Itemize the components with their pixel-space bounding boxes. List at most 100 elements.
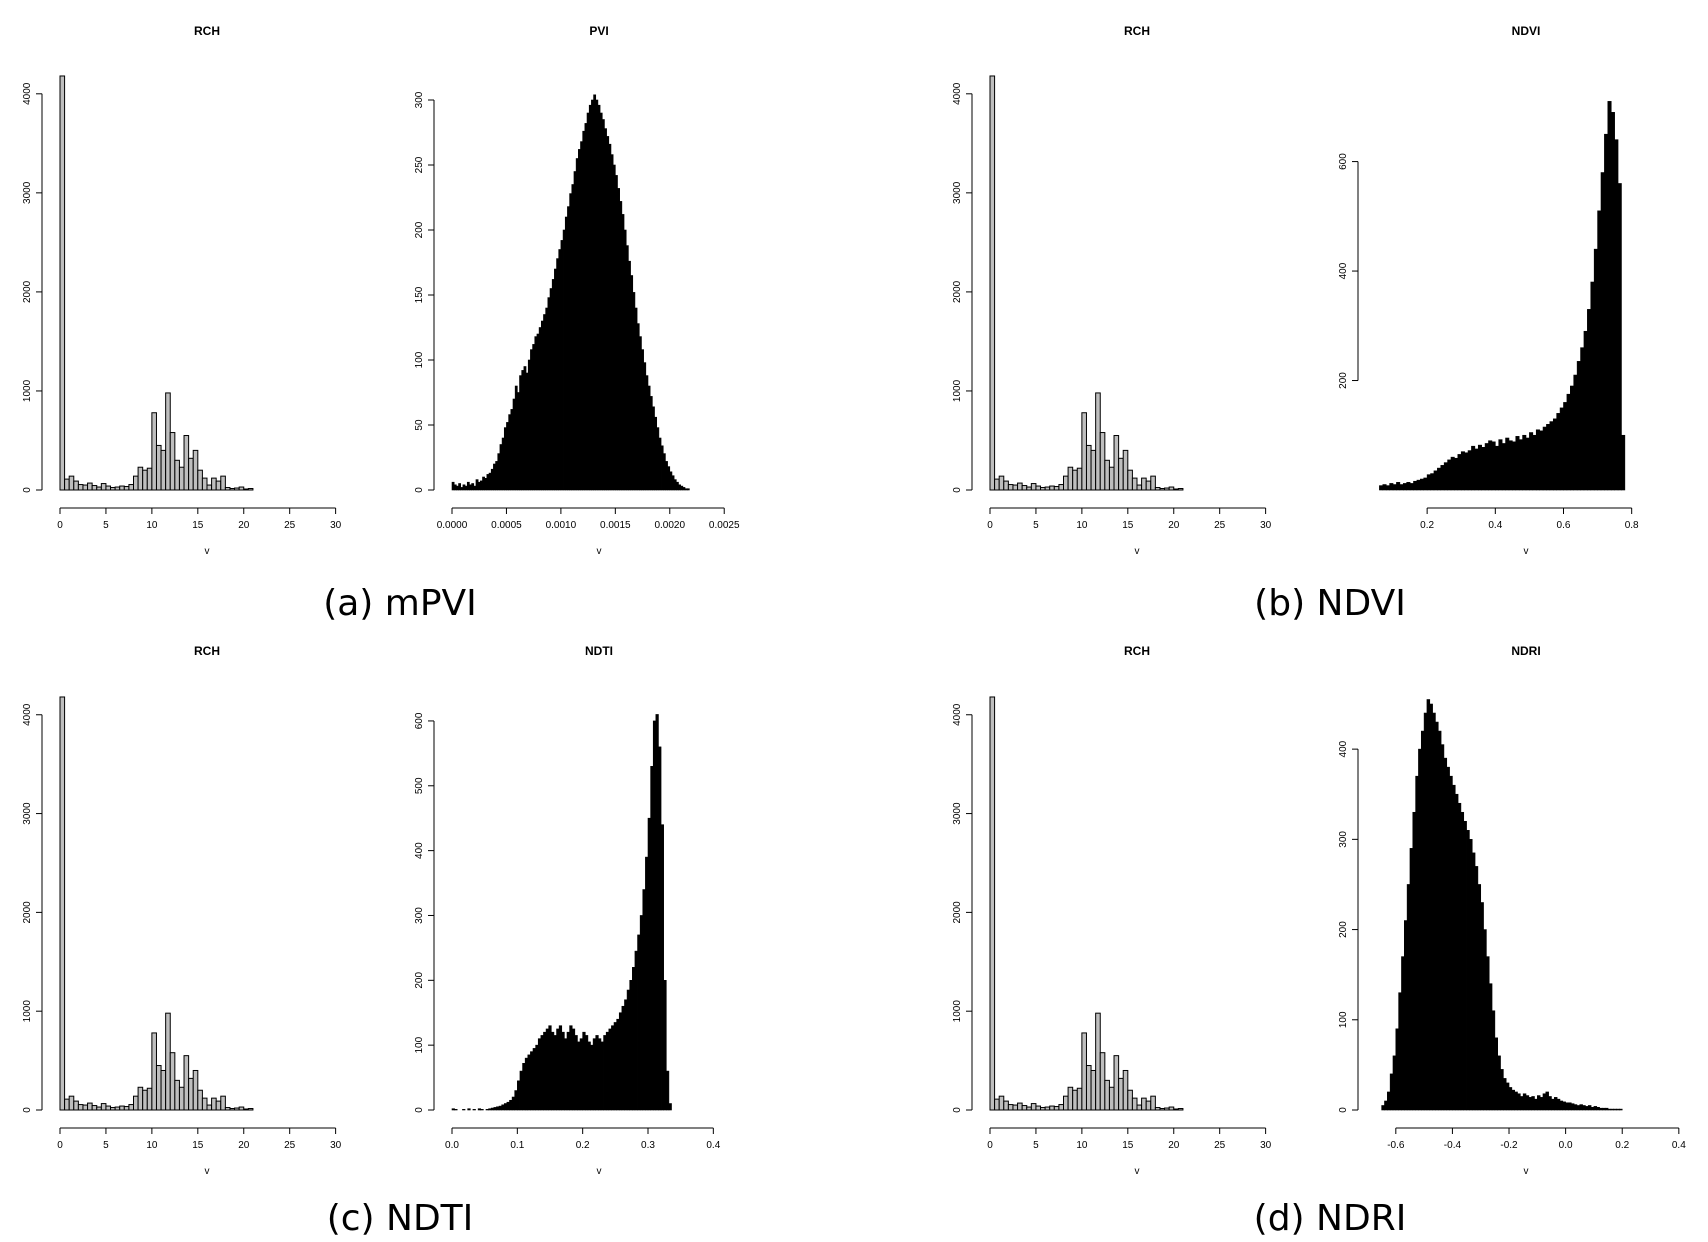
histogram-bar	[1483, 929, 1487, 1111]
y-tick-label: 200	[414, 972, 425, 989]
histogram-bar	[1494, 1037, 1498, 1111]
histogram-bar	[123, 1106, 130, 1111]
histogram-bar	[206, 1104, 213, 1111]
x-tick-label: 0.2	[1615, 1140, 1629, 1151]
histogram-bar	[1150, 1095, 1156, 1111]
chart-title: NDRI	[1511, 644, 1540, 658]
histogram-bar	[1500, 1069, 1504, 1111]
histogram-bar	[647, 385, 651, 491]
histogram-bar	[87, 1102, 93, 1111]
histogram-bar	[1457, 454, 1462, 491]
y-tick-label: 400	[1338, 262, 1349, 279]
histogram-bar	[1026, 486, 1032, 491]
histogram-bar	[1559, 407, 1564, 491]
y-tick-label: 400	[1338, 740, 1349, 757]
histogram-bar	[587, 1041, 591, 1111]
histogram-bar	[597, 104, 601, 491]
histogram-bar	[551, 279, 555, 491]
histogram-bar	[538, 327, 542, 491]
histogram-bar	[1426, 699, 1431, 1111]
histogram-bar	[634, 950, 638, 1111]
histogram-bar	[1049, 1105, 1055, 1111]
histogram-bar	[579, 1038, 583, 1111]
x-tick-label: 0.3	[641, 1140, 655, 1151]
histogram-bar	[556, 1028, 560, 1111]
histogram-bar	[1480, 902, 1484, 1111]
histogram-bar	[621, 214, 625, 491]
x-axis-label: v	[205, 546, 210, 557]
x-tick-label: 0.0	[445, 1140, 459, 1151]
histogram-bar	[197, 1089, 203, 1111]
histogram-bar	[593, 94, 597, 491]
histogram-bar	[1484, 443, 1489, 491]
histogram-bar	[634, 307, 638, 491]
histogram-bar	[462, 484, 466, 491]
histogram-bar	[1602, 1107, 1606, 1111]
histogram-bar	[497, 453, 501, 491]
histogram-bar	[668, 1103, 672, 1111]
histogram-bar	[82, 1104, 89, 1111]
histogram-bar	[1450, 456, 1455, 491]
histogram-bar	[201, 1097, 208, 1111]
histogram-bar	[1432, 712, 1436, 1111]
histogram-bar	[197, 469, 203, 491]
histogram-bar	[1136, 1104, 1143, 1111]
histogram-bar	[658, 746, 662, 1111]
histogram-bar	[639, 915, 644, 1111]
x-tick-label: 30	[330, 520, 342, 531]
histogram-bar	[1399, 484, 1404, 491]
histogram-bar	[514, 1090, 518, 1111]
histogram-bar	[1104, 1079, 1110, 1111]
histogram-bar	[1590, 1106, 1595, 1111]
histogram-bar	[686, 488, 690, 491]
histogram-bar	[636, 323, 640, 491]
histogram-bar	[454, 1109, 458, 1111]
histogram-bar	[605, 1031, 610, 1111]
x-tick-label: 30	[330, 1140, 342, 1151]
histogram-bar	[1409, 483, 1414, 491]
histogram-bar	[1610, 112, 1615, 491]
histogram-bar	[169, 1052, 176, 1111]
histogram-bar	[616, 1018, 620, 1111]
histogram-bar	[532, 344, 536, 491]
histogram-bar	[151, 412, 157, 491]
histogram-bar	[540, 1035, 544, 1111]
histogram-bar	[645, 856, 649, 1111]
histogram-bar	[1141, 1097, 1147, 1111]
x-tick-label: 10	[1076, 520, 1088, 531]
x-tick-label: 5	[103, 1140, 109, 1151]
y-tick-label: 3000	[22, 181, 33, 204]
y-tick-label: 400	[414, 842, 425, 859]
histogram-bar	[1423, 477, 1428, 491]
histogram-bar	[630, 275, 634, 491]
y-tick-label: 150	[414, 286, 425, 303]
x-axis-label: v	[597, 1166, 602, 1177]
histogram-bar	[1173, 488, 1179, 491]
subfigure-caption: (c) NDTI	[327, 1198, 474, 1239]
histogram-bar	[495, 461, 499, 491]
histogram-bar	[1416, 479, 1421, 491]
histogram-bar	[1488, 983, 1493, 1111]
histogram-bar	[1531, 1096, 1535, 1111]
histogram-bar	[1477, 884, 1482, 1111]
histogram-bar	[1396, 482, 1401, 491]
histogram-bar	[1012, 1104, 1019, 1111]
histogram-bar	[506, 1101, 510, 1111]
histogram-bar	[1491, 441, 1496, 491]
y-tick-label: 300	[414, 91, 425, 108]
x-tick-label: 0	[57, 520, 63, 531]
histogram-bar	[1173, 1108, 1179, 1111]
x-tick-label: 0.8	[1625, 520, 1639, 531]
histogram-bar	[1522, 434, 1527, 491]
histogram-bar	[1551, 1098, 1555, 1111]
histogram-bar	[660, 824, 664, 1111]
y-tick-label: 0	[22, 487, 33, 493]
histogram-bar	[238, 1106, 245, 1111]
x-tick-label: 0.1	[510, 1140, 524, 1151]
histogram-bar	[1131, 477, 1138, 491]
histogram-bar	[114, 486, 121, 491]
histogram-bar	[1389, 1073, 1394, 1111]
histogram-bar	[503, 1103, 508, 1111]
histogram-bar	[1007, 1104, 1014, 1111]
histogram-bar	[151, 1032, 157, 1111]
